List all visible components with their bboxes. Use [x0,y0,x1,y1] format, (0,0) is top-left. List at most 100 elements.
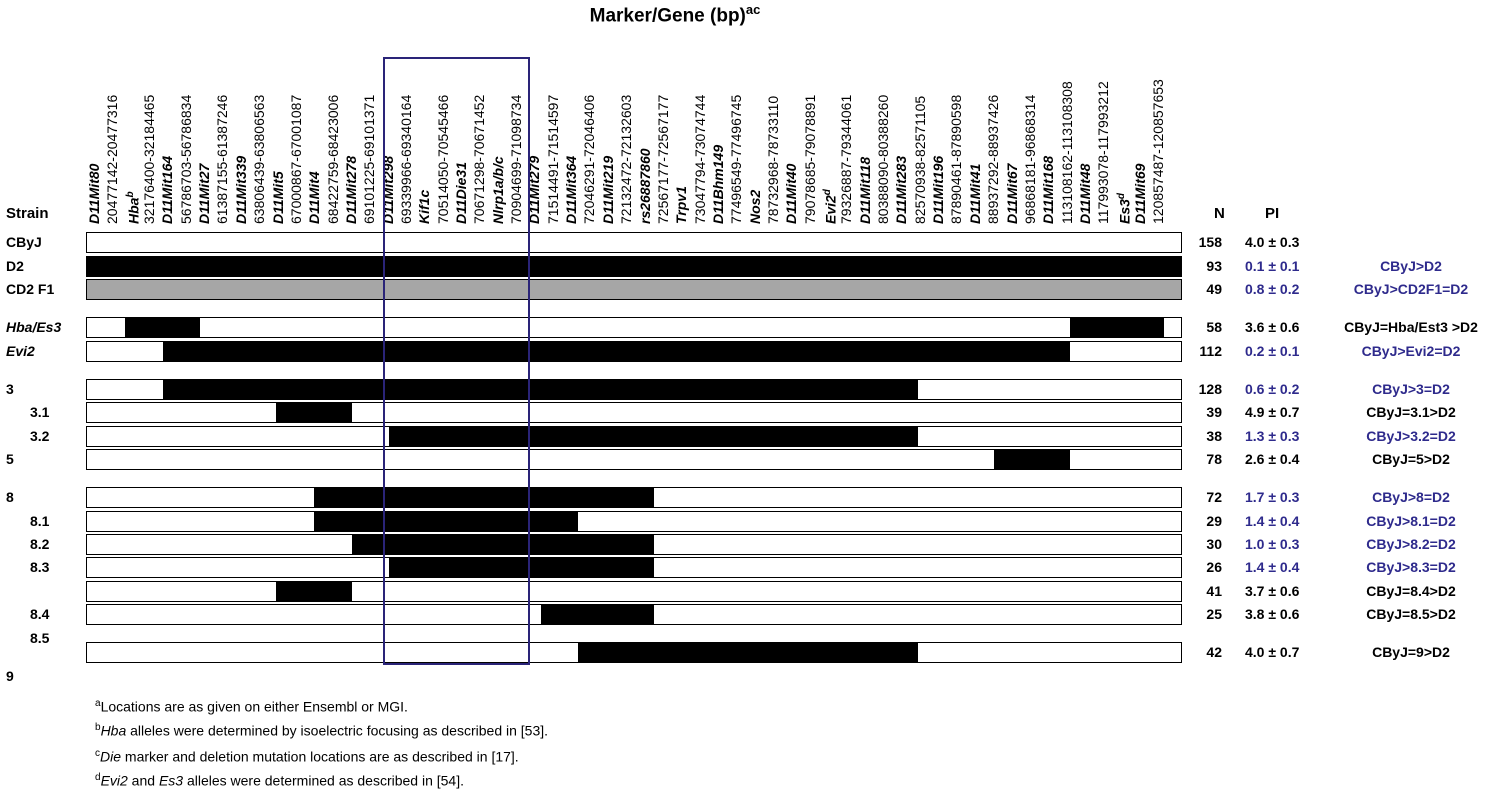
marker-label: 72046291-72046406 [581,94,598,224]
strain-label: 8.4 [30,606,50,622]
haplotype-bar [86,604,1182,625]
comparison-label: CByJ>Evi2=D2 [1361,343,1461,359]
marker-label: D11Mit168 [1040,155,1057,224]
d2-segment [578,643,919,662]
marker-label: 32176400-32184465 [141,94,158,224]
marker-label: D11Mit41 [966,163,983,224]
marker-label: D11Mit4 [306,171,323,224]
n-value: 39 [1206,404,1222,420]
marker-label: D11Mit118 [856,156,873,224]
haplotype-bar [86,279,1182,300]
pi-value: 0.6 ± 0.2 [1245,381,1300,397]
comparison-label: CByJ=3.1>D2 [1366,404,1456,420]
haplotype-bar [86,317,1182,338]
marker-label: 63806439-63806563 [251,94,268,224]
n-value: 30 [1206,536,1222,552]
pi-value: 3.7 ± 0.6 [1245,583,1300,599]
d2-segment [389,558,654,577]
n-value: 42 [1206,644,1222,660]
n-value: 93 [1206,258,1222,274]
pi-value: 3.6 ± 0.6 [1245,319,1300,335]
marker-label: 96868181-96868314 [1021,94,1038,224]
comparison-label: CByJ>8=D2 [1372,489,1450,505]
strain-label: 3.2 [30,428,50,444]
d2-segment [313,512,579,531]
pi-value: 1.0 ± 0.3 [1245,536,1300,552]
haplotype-bar [86,534,1182,555]
pi-value: 0.8 ± 0.2 [1245,281,1300,297]
marker-label: D11Mit67 [1003,163,1020,224]
marker-label: 20477142-20477316 [104,94,121,224]
marker-labels: D11Mit80 20477142-20477316 Hbab 32176400-32… [0,0,1505,230]
marker-label: D11Mit164 [159,155,176,224]
strain-label: CByJ [6,234,42,250]
candidate-region-box [383,57,530,665]
comparison-label: CByJ>8.3=D2 [1366,559,1456,575]
comparison-label: CByJ>3.2=D2 [1366,428,1456,444]
pi-value: 1.4 ± 0.4 [1245,513,1300,529]
strain-label: 8 [6,489,14,505]
comparison-label: CByJ>3=D2 [1372,381,1450,397]
strain-label: 8.5 [30,630,50,646]
n-value: 49 [1206,281,1222,297]
strain-label: 3.1 [30,404,50,420]
pi-value: 0.2 ± 0.1 [1245,343,1300,359]
marker-label: D11Mit219 [599,155,616,224]
pi-value: 1.3 ± 0.3 [1245,428,1300,444]
marker-label: 73047794-73074744 [691,94,708,224]
n-value: 112 [1199,343,1222,359]
n-header: N [1214,205,1225,222]
comparison-label: CByJ=Hba/Est3 >D2 [1344,319,1478,335]
marker-label: 69101225-69101371 [361,94,378,224]
comparison-label: CByJ=5>D2 [1372,451,1450,467]
haplotype-bar [86,487,1182,508]
marker-label: 56786703-56786834 [177,94,194,224]
haplotype-bar [86,557,1182,578]
pi-value: 1.4 ± 0.4 [1245,559,1300,575]
strain-label: Hba/Es3 [6,319,62,335]
marker-label: D11Bhm149 [709,144,726,224]
marker-label: 61387155-61387246 [214,94,231,224]
pi-value: 4.0 ± 0.3 [1245,234,1300,250]
d2-segment [994,450,1070,469]
comparison-label: CByJ=9>D2 [1372,644,1450,660]
pi-value: 4.0 ± 0.7 [1245,644,1300,660]
marker-label: D11Mit69 [1131,163,1148,224]
title-sup: ac [745,2,761,17]
footnote: aLocations are as given on either Ensemb… [95,698,408,715]
haplotype-bar [86,581,1182,602]
n-value: 38 [1206,428,1222,444]
haplotype-bar [86,642,1182,663]
pi-value: 3.8 ± 0.6 [1245,606,1300,622]
marker-label: 71514491-71514597 [544,94,561,224]
footnote: bHba alleles were determined by isoelect… [95,722,549,739]
strain-label: 9 [6,668,14,684]
d2-segment [351,535,654,554]
strain-label: D2 [6,258,24,274]
strain-label: 8.2 [30,536,50,552]
marker-label: 79326887-79344061 [838,94,855,224]
n-value: 128 [1198,381,1222,397]
marker-label: 72567177-72567177 [654,94,671,224]
d2-segment [162,380,919,399]
haplotype-bar [86,256,1182,277]
n-value: 72 [1206,489,1222,505]
strain-label: 8.1 [30,513,50,529]
strain-label: CD2 F1 [6,281,55,297]
marker-label: D11Mit339 [232,155,249,224]
marker-label: D11Mit283 [893,155,910,224]
marker-label: 78732968-78733110 [764,95,781,224]
n-value: 41 [1206,583,1222,599]
figure-title: Marker/Gene (bp)ac [0,2,1350,27]
strain-header: Strain [6,205,49,222]
marker-label: D11Mit80 [86,163,102,224]
marker-label: D11Mit27 [196,163,213,224]
strain-label: 8.3 [30,559,50,575]
marker-label: rs26887860 [636,148,653,224]
marker-label: D11Mit48 [1076,163,1093,224]
haplotype-bar [86,232,1182,253]
d2-segment [540,605,654,624]
marker-label: D11Mit278 [342,155,359,224]
d2-segment [1069,318,1165,337]
marker-label: Es3d [1115,192,1133,224]
